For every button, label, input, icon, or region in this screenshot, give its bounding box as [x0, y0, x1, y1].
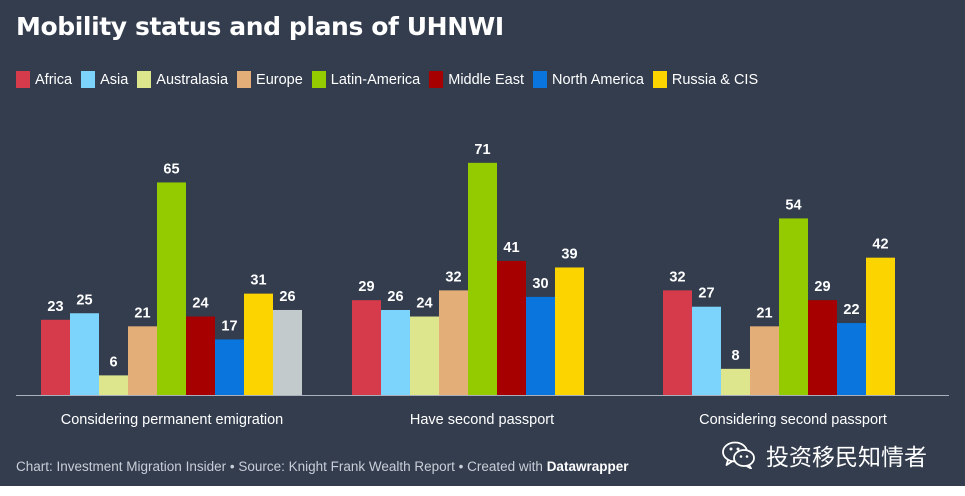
legend-label: North America [552, 71, 644, 88]
data-label: 65 [163, 161, 179, 177]
chart-footer: Chart: Investment Migration Insider • So… [16, 459, 628, 474]
bar[interactable] [721, 368, 750, 395]
bar[interactable] [750, 326, 779, 395]
legend-swatch [311, 71, 326, 88]
data-label: 31 [250, 273, 266, 289]
bar[interactable] [244, 293, 273, 395]
legend-swatch [652, 71, 667, 88]
bar[interactable] [410, 316, 439, 395]
data-label: 6 [109, 354, 117, 370]
data-label: 32 [669, 269, 685, 285]
data-label: 21 [756, 305, 772, 321]
legend-swatch [81, 71, 96, 88]
legend-label: Europe [256, 71, 303, 88]
data-label: 26 [279, 289, 295, 305]
bar[interactable] [157, 182, 186, 395]
legend-item[interactable]: Australasia [137, 71, 228, 88]
data-label: 71 [474, 142, 490, 158]
data-label: 54 [785, 197, 801, 213]
legend-item[interactable]: Europe [237, 71, 303, 88]
legend-item[interactable]: Russia & CIS [652, 71, 759, 88]
legend-swatch [16, 71, 30, 88]
x-tick-label: Have second passport [410, 412, 554, 428]
chart-card: Mobility status and plans of UHNWI Afric… [0, 0, 965, 486]
bar[interactable] [41, 319, 70, 395]
data-label: 21 [134, 305, 150, 321]
bar[interactable] [215, 339, 244, 395]
bar[interactable] [273, 309, 302, 395]
bar[interactable] [837, 323, 866, 395]
data-label: 23 [47, 299, 63, 315]
bar[interactable] [663, 290, 692, 395]
legend: Africa Asia Australasia Europe Latin-America… [16, 71, 767, 88]
legend-swatch [533, 71, 548, 88]
bar-chart: 23 25 6 21 65 24 17 31 29 26 24 32 71 41 30 39 32 27 8 21 54… [16, 142, 949, 428]
legend-label: Russia & CIS [671, 71, 759, 88]
bar[interactable] [439, 290, 468, 395]
legend-item[interactable]: Latin-America [311, 71, 421, 88]
legend-item[interactable]: Africa [16, 71, 72, 88]
watermark: 投资移民知情者 [722, 438, 927, 472]
data-label: 29 [814, 279, 830, 295]
wechat-icon [722, 441, 755, 469]
legend-label: Asia [100, 71, 129, 88]
legend-swatch [237, 71, 252, 88]
bar[interactable] [352, 300, 381, 395]
data-label: 17 [221, 318, 237, 334]
data-label: 42 [872, 237, 888, 253]
bar[interactable] [779, 218, 808, 395]
bar[interactable] [526, 296, 555, 395]
data-label: 8 [731, 348, 739, 364]
legend-item[interactable]: North America [533, 71, 644, 88]
legend-label: Africa [35, 71, 73, 88]
data-label: 24 [416, 296, 432, 312]
legend-item[interactable]: Asia [81, 71, 128, 88]
footer-credit: Chart: Investment Migration Insider • So… [16, 459, 547, 474]
legend-label: Latin-America [330, 71, 421, 88]
bar[interactable] [468, 162, 497, 395]
data-label: 26 [387, 289, 403, 305]
legend-label: Australasia [156, 71, 229, 88]
bar[interactable] [692, 306, 721, 395]
legend-swatch [137, 71, 152, 88]
data-label: 30 [532, 276, 548, 292]
data-label: 24 [192, 296, 208, 312]
bar[interactable] [99, 375, 128, 395]
data-label: 32 [445, 269, 461, 285]
bar[interactable] [381, 309, 410, 395]
bar[interactable] [497, 260, 526, 395]
footer-brand[interactable]: Datawrapper [546, 459, 629, 474]
x-tick-label: Considering permanent emigration [61, 412, 283, 428]
x-tick-label: Considering second passport [699, 412, 887, 428]
bar[interactable] [555, 267, 584, 395]
data-label: 25 [76, 292, 92, 308]
data-label: 22 [843, 302, 859, 318]
watermark-text: 投资移民知情者 [766, 445, 927, 471]
legend-swatch [429, 71, 444, 88]
bar[interactable] [808, 300, 837, 395]
bar[interactable] [186, 316, 215, 395]
data-label: 41 [503, 240, 519, 256]
bar[interactable] [70, 313, 99, 395]
legend-label: Middle East [448, 71, 525, 88]
data-label: 29 [358, 279, 374, 295]
data-label: 27 [698, 286, 714, 302]
data-label: 39 [561, 246, 577, 262]
legend-item[interactable]: Middle East [429, 71, 524, 88]
bar[interactable] [128, 326, 157, 395]
bar[interactable] [866, 257, 895, 395]
chart-title: Mobility status and plans of UHNWI [16, 12, 504, 41]
